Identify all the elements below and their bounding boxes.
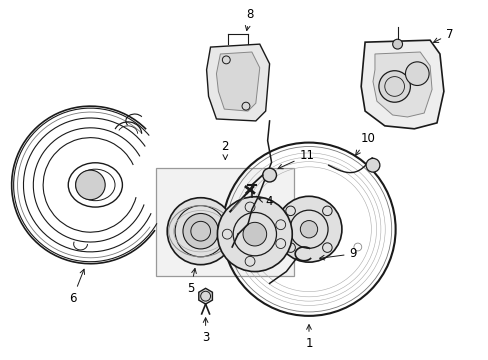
Text: 10: 10 bbox=[355, 132, 375, 155]
Text: 6: 6 bbox=[69, 269, 84, 305]
Circle shape bbox=[378, 71, 409, 102]
Circle shape bbox=[276, 196, 341, 262]
Text: 7: 7 bbox=[433, 28, 452, 42]
Text: 9: 9 bbox=[319, 247, 356, 260]
Circle shape bbox=[392, 39, 402, 49]
Text: 3: 3 bbox=[202, 318, 209, 344]
Polygon shape bbox=[361, 40, 443, 129]
Circle shape bbox=[167, 198, 234, 265]
Circle shape bbox=[300, 221, 317, 238]
Circle shape bbox=[217, 197, 292, 271]
Circle shape bbox=[405, 62, 428, 85]
Circle shape bbox=[366, 158, 379, 172]
Circle shape bbox=[76, 170, 105, 200]
Polygon shape bbox=[372, 52, 431, 117]
Polygon shape bbox=[216, 52, 259, 111]
Text: 11: 11 bbox=[278, 149, 314, 169]
Text: 1: 1 bbox=[305, 325, 312, 350]
Text: 8: 8 bbox=[245, 8, 253, 31]
Text: 5: 5 bbox=[187, 269, 196, 295]
Circle shape bbox=[243, 222, 266, 246]
Polygon shape bbox=[199, 288, 212, 304]
Text: 4: 4 bbox=[258, 195, 273, 208]
Text: 2: 2 bbox=[221, 140, 228, 159]
Bar bbox=[156, 168, 294, 276]
Circle shape bbox=[262, 168, 276, 182]
Polygon shape bbox=[206, 44, 269, 121]
Circle shape bbox=[183, 213, 218, 249]
